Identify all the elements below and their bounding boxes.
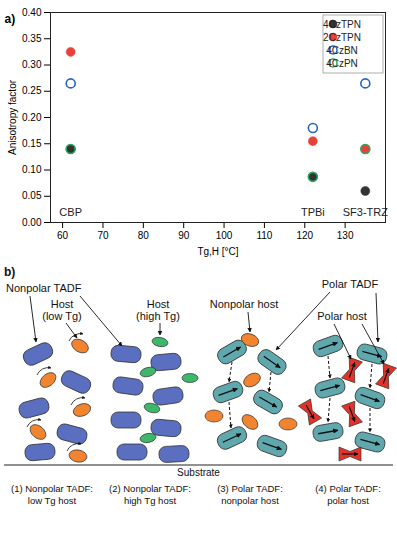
svg-text:0.20: 0.20 [22, 112, 42, 123]
svg-text:(4) Polar TADF:polar host: (4) Polar TADF:polar host [315, 483, 381, 506]
svg-text:Substrate: Substrate [177, 467, 220, 478]
svg-text:0.25: 0.25 [22, 85, 42, 96]
svg-text:110: 110 [256, 230, 272, 241]
svg-text:80: 80 [138, 230, 150, 241]
svg-text:Tg,H [°C]: Tg,H [°C] [197, 246, 238, 257]
svg-text:4CzPN: 4CzPN [326, 58, 358, 69]
svg-text:a): a) [5, 12, 16, 26]
svg-text:0.30: 0.30 [22, 59, 42, 70]
svg-text:0.05: 0.05 [22, 190, 42, 201]
svg-text:CBP: CBP [59, 206, 82, 218]
svg-text:Host(low Tg): Host(low Tg) [42, 298, 82, 322]
svg-text:Host(high Tg): Host(high Tg) [136, 298, 180, 322]
svg-text:(1) Nonpolar TADF:low Tg host: (1) Nonpolar TADF:low Tg host [11, 483, 93, 506]
svg-text:SF3-TRZ: SF3-TRZ [343, 206, 389, 218]
svg-text:(2) Nonpolar TADF:high Tg host: (2) Nonpolar TADF:high Tg host [109, 483, 191, 506]
svg-text:4CzTPN: 4CzTPN [323, 19, 361, 30]
svg-text:70: 70 [97, 230, 109, 241]
svg-text:0.10: 0.10 [22, 164, 42, 175]
svg-text:Anisotropy factor: Anisotropy factor [7, 79, 18, 155]
svg-text:TPBi: TPBi [301, 206, 325, 218]
svg-text:130: 130 [337, 230, 354, 241]
svg-text:100: 100 [216, 230, 233, 241]
svg-text:Nonpolar TADF: Nonpolar TADF [6, 282, 82, 294]
svg-text:b): b) [4, 265, 15, 279]
svg-text:0.15: 0.15 [22, 138, 42, 149]
svg-text:0.35: 0.35 [22, 33, 42, 44]
svg-text:0.40: 0.40 [22, 7, 42, 18]
svg-text:Polar host: Polar host [317, 310, 367, 322]
svg-text:0.00: 0.00 [22, 217, 42, 228]
svg-text:Polar TADF: Polar TADF [322, 278, 379, 290]
svg-text:4CzBN: 4CzBN [326, 45, 358, 56]
svg-text:120: 120 [296, 230, 313, 241]
svg-text:2CzTPN: 2CzTPN [323, 32, 361, 43]
svg-text:90: 90 [178, 230, 190, 241]
svg-text:(3) Polar TADF:nonpolar host: (3) Polar TADF:nonpolar host [217, 483, 283, 506]
svg-text:Nonpolar host: Nonpolar host [210, 298, 279, 310]
svg-text:60: 60 [57, 230, 69, 241]
